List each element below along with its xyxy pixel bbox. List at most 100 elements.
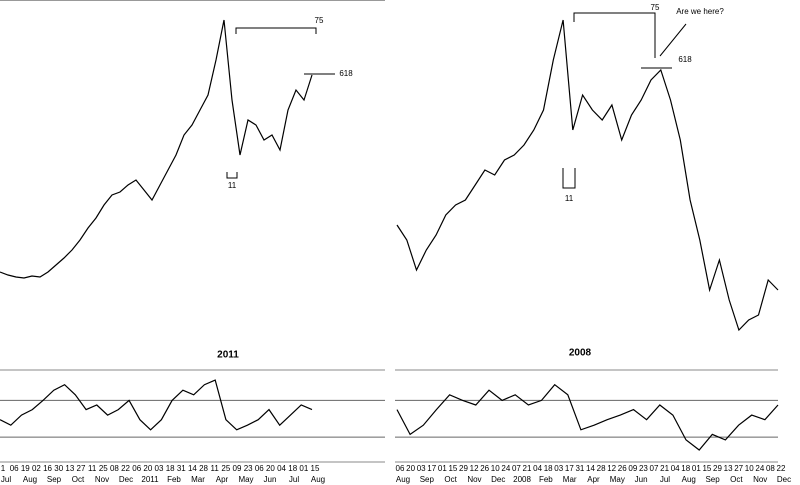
x-tick-label: 26 xyxy=(618,464,627,473)
annotation: 618 xyxy=(339,69,353,78)
price-line xyxy=(0,19,313,279)
x-tick-label: 24 xyxy=(755,464,764,473)
month-label: Oct xyxy=(444,475,457,484)
x-tick-label: 12 xyxy=(470,464,479,473)
x-tick-label: 20 xyxy=(143,464,152,473)
x-tick-label: 18 xyxy=(288,464,297,473)
month-label: Apr xyxy=(216,475,229,484)
x-tick-label: 09 xyxy=(628,464,637,473)
indicator-line xyxy=(396,383,779,451)
x-tick-label: 16 xyxy=(43,464,52,473)
month-label: Dec xyxy=(491,475,505,484)
month-label: Jun xyxy=(264,475,277,484)
x-tick-label: 27 xyxy=(734,464,743,473)
x-tick-label: 23 xyxy=(639,464,648,473)
month-label: Dec xyxy=(777,475,791,484)
month-label: Feb xyxy=(167,475,181,484)
x-tick-label: 25 xyxy=(99,464,108,473)
month-label: Aug xyxy=(682,475,696,484)
x-tick-label: 31 xyxy=(177,464,186,473)
month-label: Jun xyxy=(635,475,648,484)
month-label: Feb xyxy=(539,475,553,484)
annotation: 11 xyxy=(228,181,237,190)
month-label: Jul xyxy=(660,475,670,484)
x-tick-label: 04 xyxy=(277,464,286,473)
x-tick-label: 17 xyxy=(427,464,436,473)
annotation: 618 xyxy=(678,55,692,64)
x-tick-label: 18 xyxy=(544,464,553,473)
chart-title: 2008 xyxy=(569,348,592,359)
x-tick-label: 17 xyxy=(565,464,574,473)
x-tick-label: 09 xyxy=(233,464,242,473)
x-tick-label: 18 xyxy=(166,464,175,473)
x-tick-label: 01 xyxy=(692,464,701,473)
indicator-line xyxy=(0,379,313,431)
x-tick-label: 23 xyxy=(244,464,253,473)
x-tick-label: 12 xyxy=(607,464,616,473)
x-tick-label: 15 xyxy=(448,464,457,473)
month-label: Jul xyxy=(1,475,11,484)
month-label: Oct xyxy=(72,475,85,484)
x-tick-label: 14 xyxy=(188,464,197,473)
month-label: May xyxy=(238,475,253,484)
month-label: Jul xyxy=(289,475,299,484)
month-label: Sep xyxy=(705,475,720,484)
month-label: Apr xyxy=(587,475,600,484)
x-tick-label: 29 xyxy=(713,464,722,473)
x-tick-label: 06 xyxy=(132,464,141,473)
month-label: May xyxy=(610,475,625,484)
month-label: Oct xyxy=(730,475,743,484)
month-label: Sep xyxy=(47,475,62,484)
month-label: Nov xyxy=(753,475,767,484)
x-tick-label: 07 xyxy=(650,464,659,473)
month-label: Aug xyxy=(396,475,410,484)
month-label: 2011 xyxy=(141,475,159,484)
x-tick-label: 18 xyxy=(681,464,690,473)
x-tick-label: 22 xyxy=(777,464,786,473)
x-tick-label: 20 xyxy=(406,464,415,473)
month-label: Nov xyxy=(467,475,481,484)
x-tick-label: 25 xyxy=(221,464,230,473)
x-tick-label: 13 xyxy=(724,464,733,473)
x-tick-label: 11 xyxy=(88,464,97,473)
x-tick-label: 1 xyxy=(1,464,6,473)
x-tick-label: 31 xyxy=(575,464,584,473)
month-label: Aug xyxy=(311,475,325,484)
x-tick-label: 21 xyxy=(523,464,532,473)
x-tick-label: 03 xyxy=(417,464,426,473)
x-tick-label: 06 xyxy=(396,464,405,473)
month-label: Dec xyxy=(119,475,133,484)
x-tick-label: 29 xyxy=(459,464,468,473)
x-tick-label: 14 xyxy=(586,464,595,473)
x-tick-label: 08 xyxy=(766,464,775,473)
x-tick-label: 03 xyxy=(554,464,563,473)
x-tick-label: 06 xyxy=(255,464,264,473)
x-tick-label: 26 xyxy=(480,464,489,473)
x-tick-label: 21 xyxy=(660,464,669,473)
x-tick-label: 15 xyxy=(311,464,320,473)
x-tick-label: 28 xyxy=(199,464,208,473)
x-tick-label: 22 xyxy=(121,464,130,473)
x-tick-label: 28 xyxy=(597,464,606,473)
x-tick-label: 01 xyxy=(438,464,447,473)
month-label: Sep xyxy=(420,475,435,484)
x-tick-label: 13 xyxy=(65,464,74,473)
month-label: 2008 xyxy=(513,475,531,484)
x-tick-label: 04 xyxy=(671,464,680,473)
month-label: Mar xyxy=(563,475,577,484)
x-tick-label: 24 xyxy=(501,464,510,473)
x-tick-label: 10 xyxy=(745,464,754,473)
x-tick-label: 08 xyxy=(110,464,119,473)
brackets xyxy=(226,12,687,189)
annotation: 75 xyxy=(651,3,660,12)
x-tick-label: 27 xyxy=(77,464,86,473)
x-tick-label: 15 xyxy=(702,464,711,473)
x-tick-label: 20 xyxy=(266,464,275,473)
x-tick-label: 30 xyxy=(54,464,63,473)
x-tick-label: 02 xyxy=(32,464,41,473)
x-tick-label: 10 xyxy=(491,464,500,473)
month-label: Mar xyxy=(191,475,205,484)
x-tick-label: 04 xyxy=(533,464,542,473)
price-line xyxy=(396,19,779,332)
